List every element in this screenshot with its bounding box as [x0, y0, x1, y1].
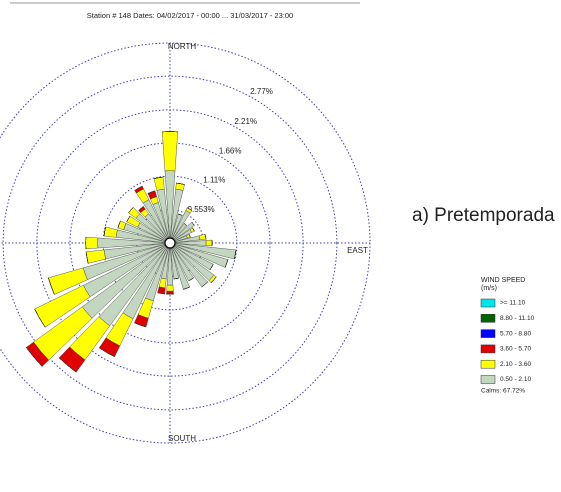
wedge — [138, 206, 144, 211]
legend-label: 5.70 - 8.80 — [500, 330, 531, 337]
wedge — [153, 176, 164, 179]
wedge — [103, 226, 106, 237]
ring-label: 0.553% — [188, 205, 215, 214]
wedge — [188, 277, 194, 282]
wedge — [166, 290, 174, 295]
wedge — [158, 277, 167, 289]
wedge — [117, 220, 121, 229]
wedge — [126, 215, 131, 222]
legend-swatch — [480, 344, 496, 354]
legend-unit: (m/s) — [481, 285, 497, 292]
wedge — [234, 249, 237, 260]
wedge — [85, 251, 89, 264]
legend-swatch — [480, 298, 496, 308]
legend-label: 0.50 - 2.10 — [500, 376, 531, 383]
wedge — [198, 234, 207, 241]
wedge — [26, 347, 43, 367]
ring-label: 2.21% — [234, 117, 257, 126]
legend-swatch — [480, 359, 496, 369]
wedge — [85, 236, 99, 250]
legend-swatch — [480, 314, 496, 323]
legend-label: 3.60 - 5.70 — [500, 346, 531, 353]
wedge — [189, 234, 191, 238]
wedge — [191, 221, 195, 226]
wedge — [205, 239, 213, 247]
compass-label: SOUTH — [168, 434, 196, 443]
wedge — [184, 223, 187, 226]
wedge — [134, 322, 146, 328]
wedge — [153, 176, 165, 191]
ring-label: 2.77% — [250, 87, 273, 96]
compass-label: NORTH — [168, 42, 197, 51]
legend-label: 2.10 - 3.60 — [500, 361, 531, 368]
wedge — [85, 249, 106, 264]
ring-label: 1.11% — [203, 176, 225, 185]
wedge — [183, 286, 190, 290]
wedge — [34, 308, 46, 328]
wedge — [166, 284, 174, 292]
ring-label: 1.66% — [219, 146, 242, 155]
compass-label: EAST — [347, 246, 368, 255]
legend-swatch — [480, 375, 496, 384]
subtitle: Station # 148 Dates: 04/02/2017 - 00:00 … — [87, 11, 293, 20]
wedge — [173, 277, 179, 280]
wedge — [209, 264, 214, 271]
wedge — [162, 131, 178, 172]
annotation: a) Pretemporada — [412, 205, 555, 226]
wedge — [128, 207, 134, 214]
calm-circle — [164, 237, 176, 249]
legend-label: >= 11.10 — [500, 300, 526, 307]
legend-label: 8.80 - 11.10 — [500, 315, 535, 322]
wedge — [48, 277, 55, 295]
wedge — [201, 281, 208, 288]
ring — [2, 75, 338, 411]
wedge — [224, 259, 229, 268]
legend-title: WIND SPEED — [481, 277, 525, 284]
legend-swatch — [480, 329, 496, 338]
wedge — [192, 227, 195, 232]
wedge — [103, 226, 118, 238]
calms-label: Calms: 67.72% — [481, 388, 525, 395]
